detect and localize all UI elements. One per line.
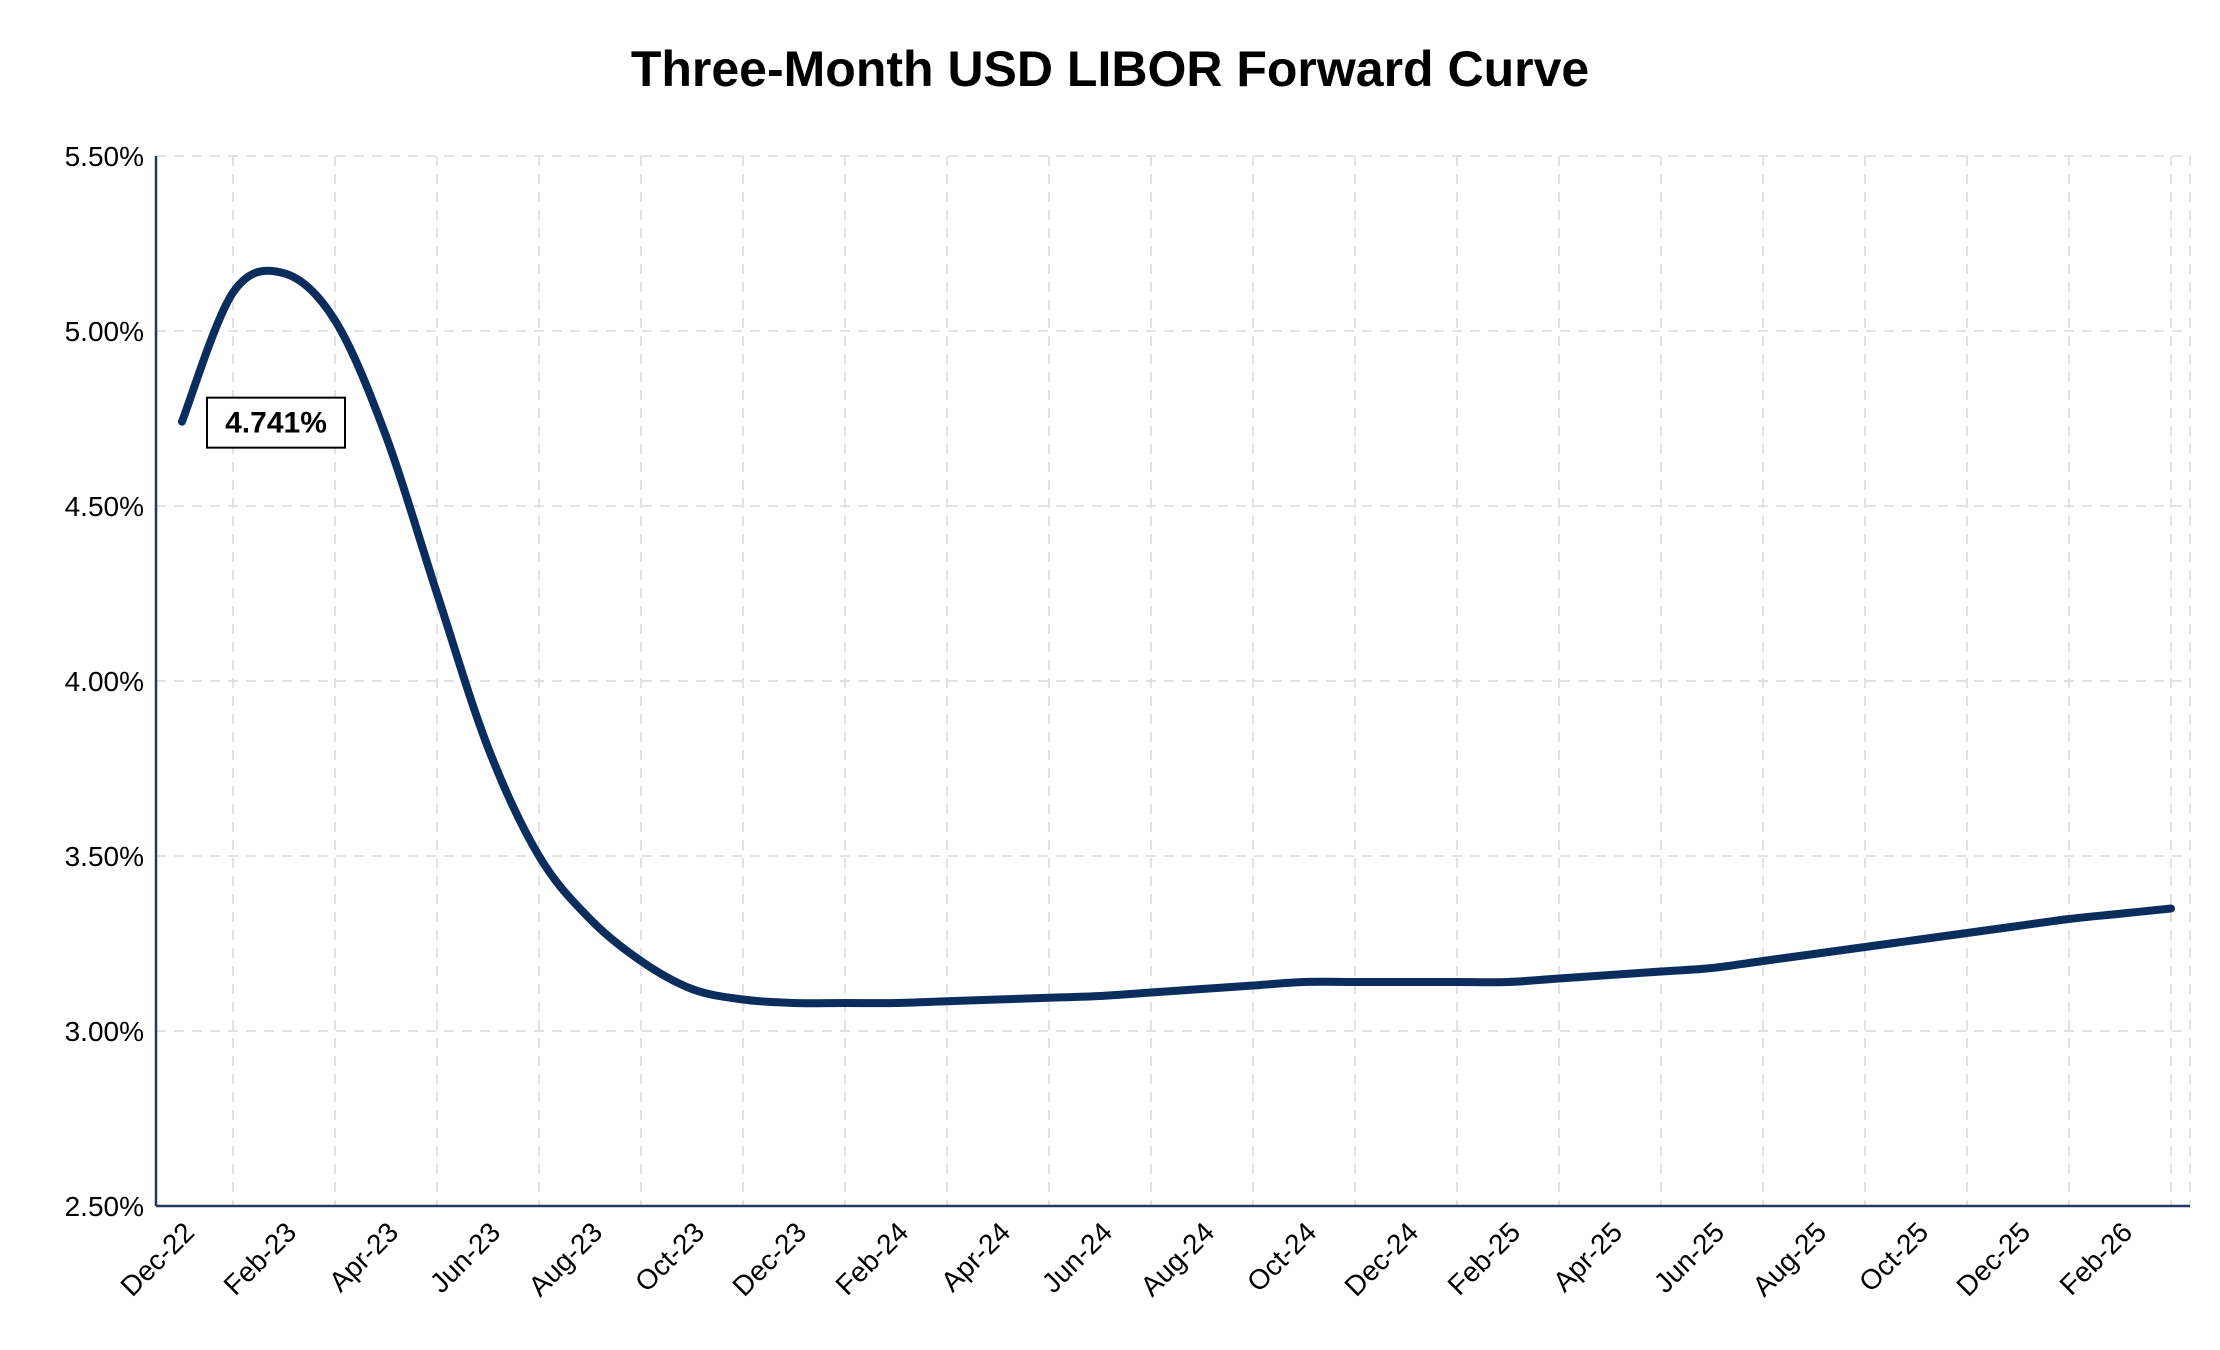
axes [154, 156, 2190, 1208]
x-tick-label: Oct-24 [1241, 1216, 1322, 1297]
x-tick-label: Dec-22 [114, 1216, 200, 1302]
x-tick-label: Jun-25 [1648, 1216, 1730, 1298]
y-tick-label: 5.00% [65, 316, 144, 347]
x-tick-label: Aug-25 [1746, 1216, 1832, 1302]
x-tick-labels: Dec-22 Feb-23 Apr-23 Jun-23 Aug-23 Oct-23 Dec-… [114, 1216, 2138, 1302]
y-tick-label: 4.50% [65, 491, 144, 522]
x-tick-label: Jun-23 [424, 1216, 506, 1298]
x-tick-label: Feb-24 [830, 1216, 915, 1301]
data-label-box [206, 396, 346, 449]
x-tick-label: Oct-25 [1853, 1216, 1934, 1297]
x-tick-label: Aug-24 [1134, 1216, 1220, 1302]
y-tick-label: 5.50% [65, 141, 144, 172]
x-tick-label: Feb-26 [2054, 1216, 2139, 1301]
y-tick-label: 2.50% [65, 1191, 144, 1222]
chart-title: Three-Month USD LIBOR Forward Curve [631, 41, 1589, 97]
y-tick-label: 3.50% [65, 841, 144, 872]
x-tick-label: Dec-25 [1950, 1216, 2036, 1302]
x-tick-label: Oct-23 [629, 1216, 710, 1297]
data-labels: 4.741% [206, 396, 346, 449]
x-tick-label: Feb-23 [218, 1216, 303, 1301]
y-tick-label: 4.00% [65, 666, 144, 697]
data-label: 4.741% [225, 407, 327, 440]
x-tick-label: Apr-23 [323, 1216, 404, 1297]
x-tick-label: Apr-25 [1547, 1216, 1628, 1297]
series-line [178, 266, 2175, 1008]
gridlines [156, 155, 2191, 1206]
x-tick-label: Jun-24 [1036, 1216, 1118, 1298]
series-layer [178, 266, 2175, 1008]
x-tick-label: Aug-23 [522, 1216, 608, 1302]
x-tick-label: Dec-23 [726, 1216, 812, 1302]
y-tick-labels: 2.50% 3.00% 3.50% 4.00% 4.50% 5.00% 5.50% [65, 141, 144, 1222]
x-tick-label: Dec-24 [1338, 1216, 1424, 1302]
x-tick-label: Feb-25 [1442, 1216, 1527, 1301]
y-tick-label: 3.00% [65, 1016, 144, 1047]
x-tick-label: Apr-24 [935, 1216, 1016, 1297]
